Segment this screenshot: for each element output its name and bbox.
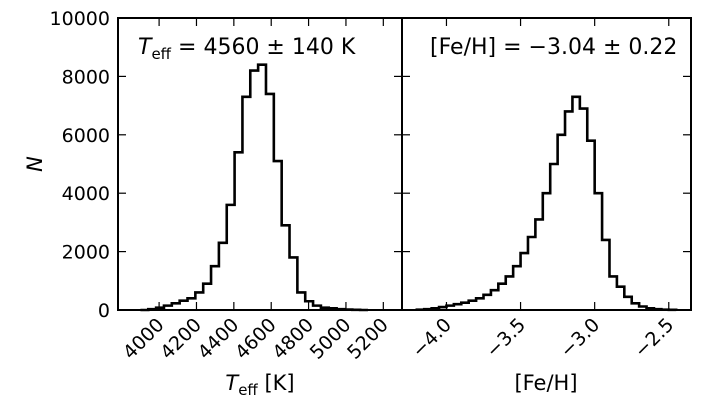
right-x-axis-label: [Fe/H] bbox=[514, 371, 577, 395]
left-ytick-label: 8000 bbox=[62, 66, 110, 88]
left-x-axis-label: Teff [K] bbox=[225, 371, 294, 399]
right-xtick-label: −4.0 bbox=[408, 314, 456, 362]
y-axis-label: N bbox=[23, 156, 47, 172]
right-xtick-label: −2.5 bbox=[630, 314, 678, 362]
right-xtick-label: −3.0 bbox=[556, 314, 604, 362]
left-ytick-label: 10000 bbox=[50, 8, 110, 30]
left-annotation-value: = 4560 ± 140 K bbox=[171, 35, 356, 60]
left-xtick-label: 5000 bbox=[306, 314, 356, 364]
left-histogram-line bbox=[140, 63, 368, 312]
left-xtick-label: 5200 bbox=[343, 314, 393, 364]
left-x-axis-label-subscript: eff bbox=[238, 381, 258, 399]
left-ytick-label: 2000 bbox=[62, 242, 110, 264]
right-panel-feh: −4.0 −3.5 −3.0 −2.5 [Fe/H] [Fe/H] = −3.04 ± 0… bbox=[401, 17, 692, 395]
right-annotation: [Fe/H] = −3.04 ± 0.22 bbox=[430, 35, 677, 60]
left-xtick-label: 4800 bbox=[268, 314, 318, 364]
left-ytick-label: 4000 bbox=[62, 183, 110, 205]
left-ytick-label: 0 bbox=[98, 300, 110, 322]
left-xtick-label: 4400 bbox=[194, 314, 244, 364]
right-histogram-line bbox=[415, 95, 678, 312]
left-x-axis-label-symbol: T bbox=[225, 371, 240, 395]
right-xtick-label: −3.5 bbox=[482, 314, 530, 362]
left-panel-teff: 4000420044004600480050005200020004000600… bbox=[23, 8, 403, 399]
left-xtick-label: 4600 bbox=[231, 314, 281, 364]
left-annotation-subscript: eff bbox=[151, 45, 171, 63]
left-x-axis-label-unit: [K] bbox=[258, 371, 295, 395]
left-ytick-label: 6000 bbox=[62, 125, 110, 147]
left-annotation-symbol: T bbox=[138, 35, 153, 60]
right-axes-frame bbox=[401, 17, 692, 311]
left-xtick-label: 4000 bbox=[119, 314, 169, 364]
left-xtick-label: 4200 bbox=[156, 314, 206, 364]
left-annotation: Teff = 4560 ± 140 K bbox=[138, 35, 356, 63]
